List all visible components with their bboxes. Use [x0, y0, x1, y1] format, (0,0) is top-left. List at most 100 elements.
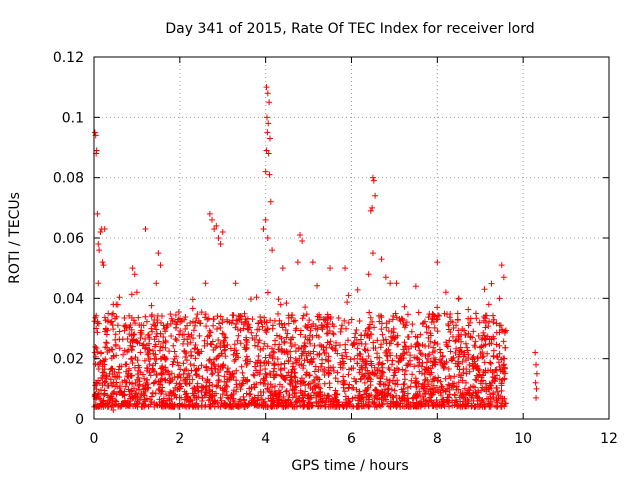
data-point: [310, 378, 317, 385]
data-point: [274, 355, 281, 362]
data-point: [487, 403, 494, 410]
data-point: [159, 371, 166, 378]
data-point: [496, 295, 503, 302]
data-point: [271, 317, 278, 324]
data-point: [209, 381, 216, 388]
data-point: [356, 317, 363, 324]
data-point: [495, 392, 502, 399]
data-point: [234, 350, 241, 357]
data-point: [445, 322, 452, 329]
data-point: [427, 338, 434, 345]
data-point: [357, 376, 364, 383]
data-point: [367, 382, 374, 389]
data-point: [389, 361, 396, 368]
data-point: [95, 320, 102, 327]
data-point: [237, 327, 244, 334]
data-point: [345, 319, 352, 326]
data-point: [447, 375, 454, 382]
data-point: [206, 327, 213, 334]
data-point: [191, 390, 198, 397]
data-point: [453, 383, 460, 390]
data-point: [194, 311, 201, 318]
data-point: [421, 371, 428, 378]
data-point: [169, 361, 176, 368]
data-point: [232, 402, 239, 409]
data-point: [137, 349, 144, 356]
data-point: [110, 391, 117, 398]
data-point: [320, 316, 327, 323]
data-point: [466, 368, 473, 375]
data-point: [182, 314, 189, 321]
data-point: [171, 355, 178, 362]
data-point: [113, 379, 120, 386]
data-point: [356, 350, 363, 357]
data-point: [145, 356, 152, 363]
data-point: [340, 373, 347, 380]
data-point: [166, 348, 173, 355]
data-point: [182, 380, 189, 387]
data-point: [374, 395, 381, 402]
data-point: [387, 280, 394, 287]
data-point: [94, 210, 101, 217]
data-point: [123, 361, 130, 368]
data-point: [114, 322, 121, 329]
data-point: [401, 380, 408, 387]
data-point: [393, 280, 400, 287]
data-point: [174, 359, 181, 366]
data-point: [209, 370, 216, 377]
data-point: [481, 332, 488, 339]
data-point: [412, 283, 419, 290]
data-point: [342, 265, 349, 272]
data-point: [433, 397, 440, 404]
data-point: [237, 340, 244, 347]
data-point: [313, 390, 320, 397]
data-point: [403, 319, 410, 326]
data-point: [309, 259, 316, 266]
data-point: [312, 363, 319, 370]
data-point: [470, 397, 477, 404]
data-point: [172, 336, 179, 343]
data-point: [101, 314, 108, 321]
data-point: [369, 174, 376, 181]
data-point: [290, 363, 297, 370]
data-point: [276, 346, 283, 353]
data-point: [374, 337, 381, 344]
data-point: [128, 372, 135, 379]
y-tick-label: 0.02: [53, 352, 84, 368]
data-point: [433, 403, 440, 410]
data-point: [228, 320, 235, 327]
data-point: [251, 398, 258, 405]
data-point: [377, 381, 384, 388]
data-point: [215, 372, 222, 379]
data-point: [267, 381, 274, 388]
data-point: [465, 403, 472, 410]
data-point: [220, 339, 227, 346]
data-point: [299, 392, 306, 399]
data-point: [500, 274, 507, 281]
data-point: [91, 129, 98, 136]
data-point: [229, 312, 236, 319]
data-point: [215, 337, 222, 344]
data-point: [412, 379, 419, 386]
data-point: [125, 367, 132, 374]
data-point: [404, 311, 411, 318]
data-point: [316, 341, 323, 348]
data-point: [372, 192, 379, 199]
data-point: [369, 250, 376, 257]
data-point: [146, 361, 153, 368]
data-point: [270, 348, 277, 355]
data-point: [428, 378, 435, 385]
data-point: [238, 319, 245, 326]
data-point: [129, 265, 136, 272]
data-point: [411, 363, 418, 370]
data-point: [262, 168, 269, 175]
data-point: [108, 311, 115, 318]
data-point: [312, 382, 319, 389]
data-point: [327, 338, 334, 345]
data-point: [414, 403, 421, 410]
data-point: [446, 314, 453, 321]
data-point: [370, 344, 377, 351]
data-point: [157, 390, 164, 397]
data-point: [133, 289, 140, 296]
data-point: [367, 314, 374, 321]
